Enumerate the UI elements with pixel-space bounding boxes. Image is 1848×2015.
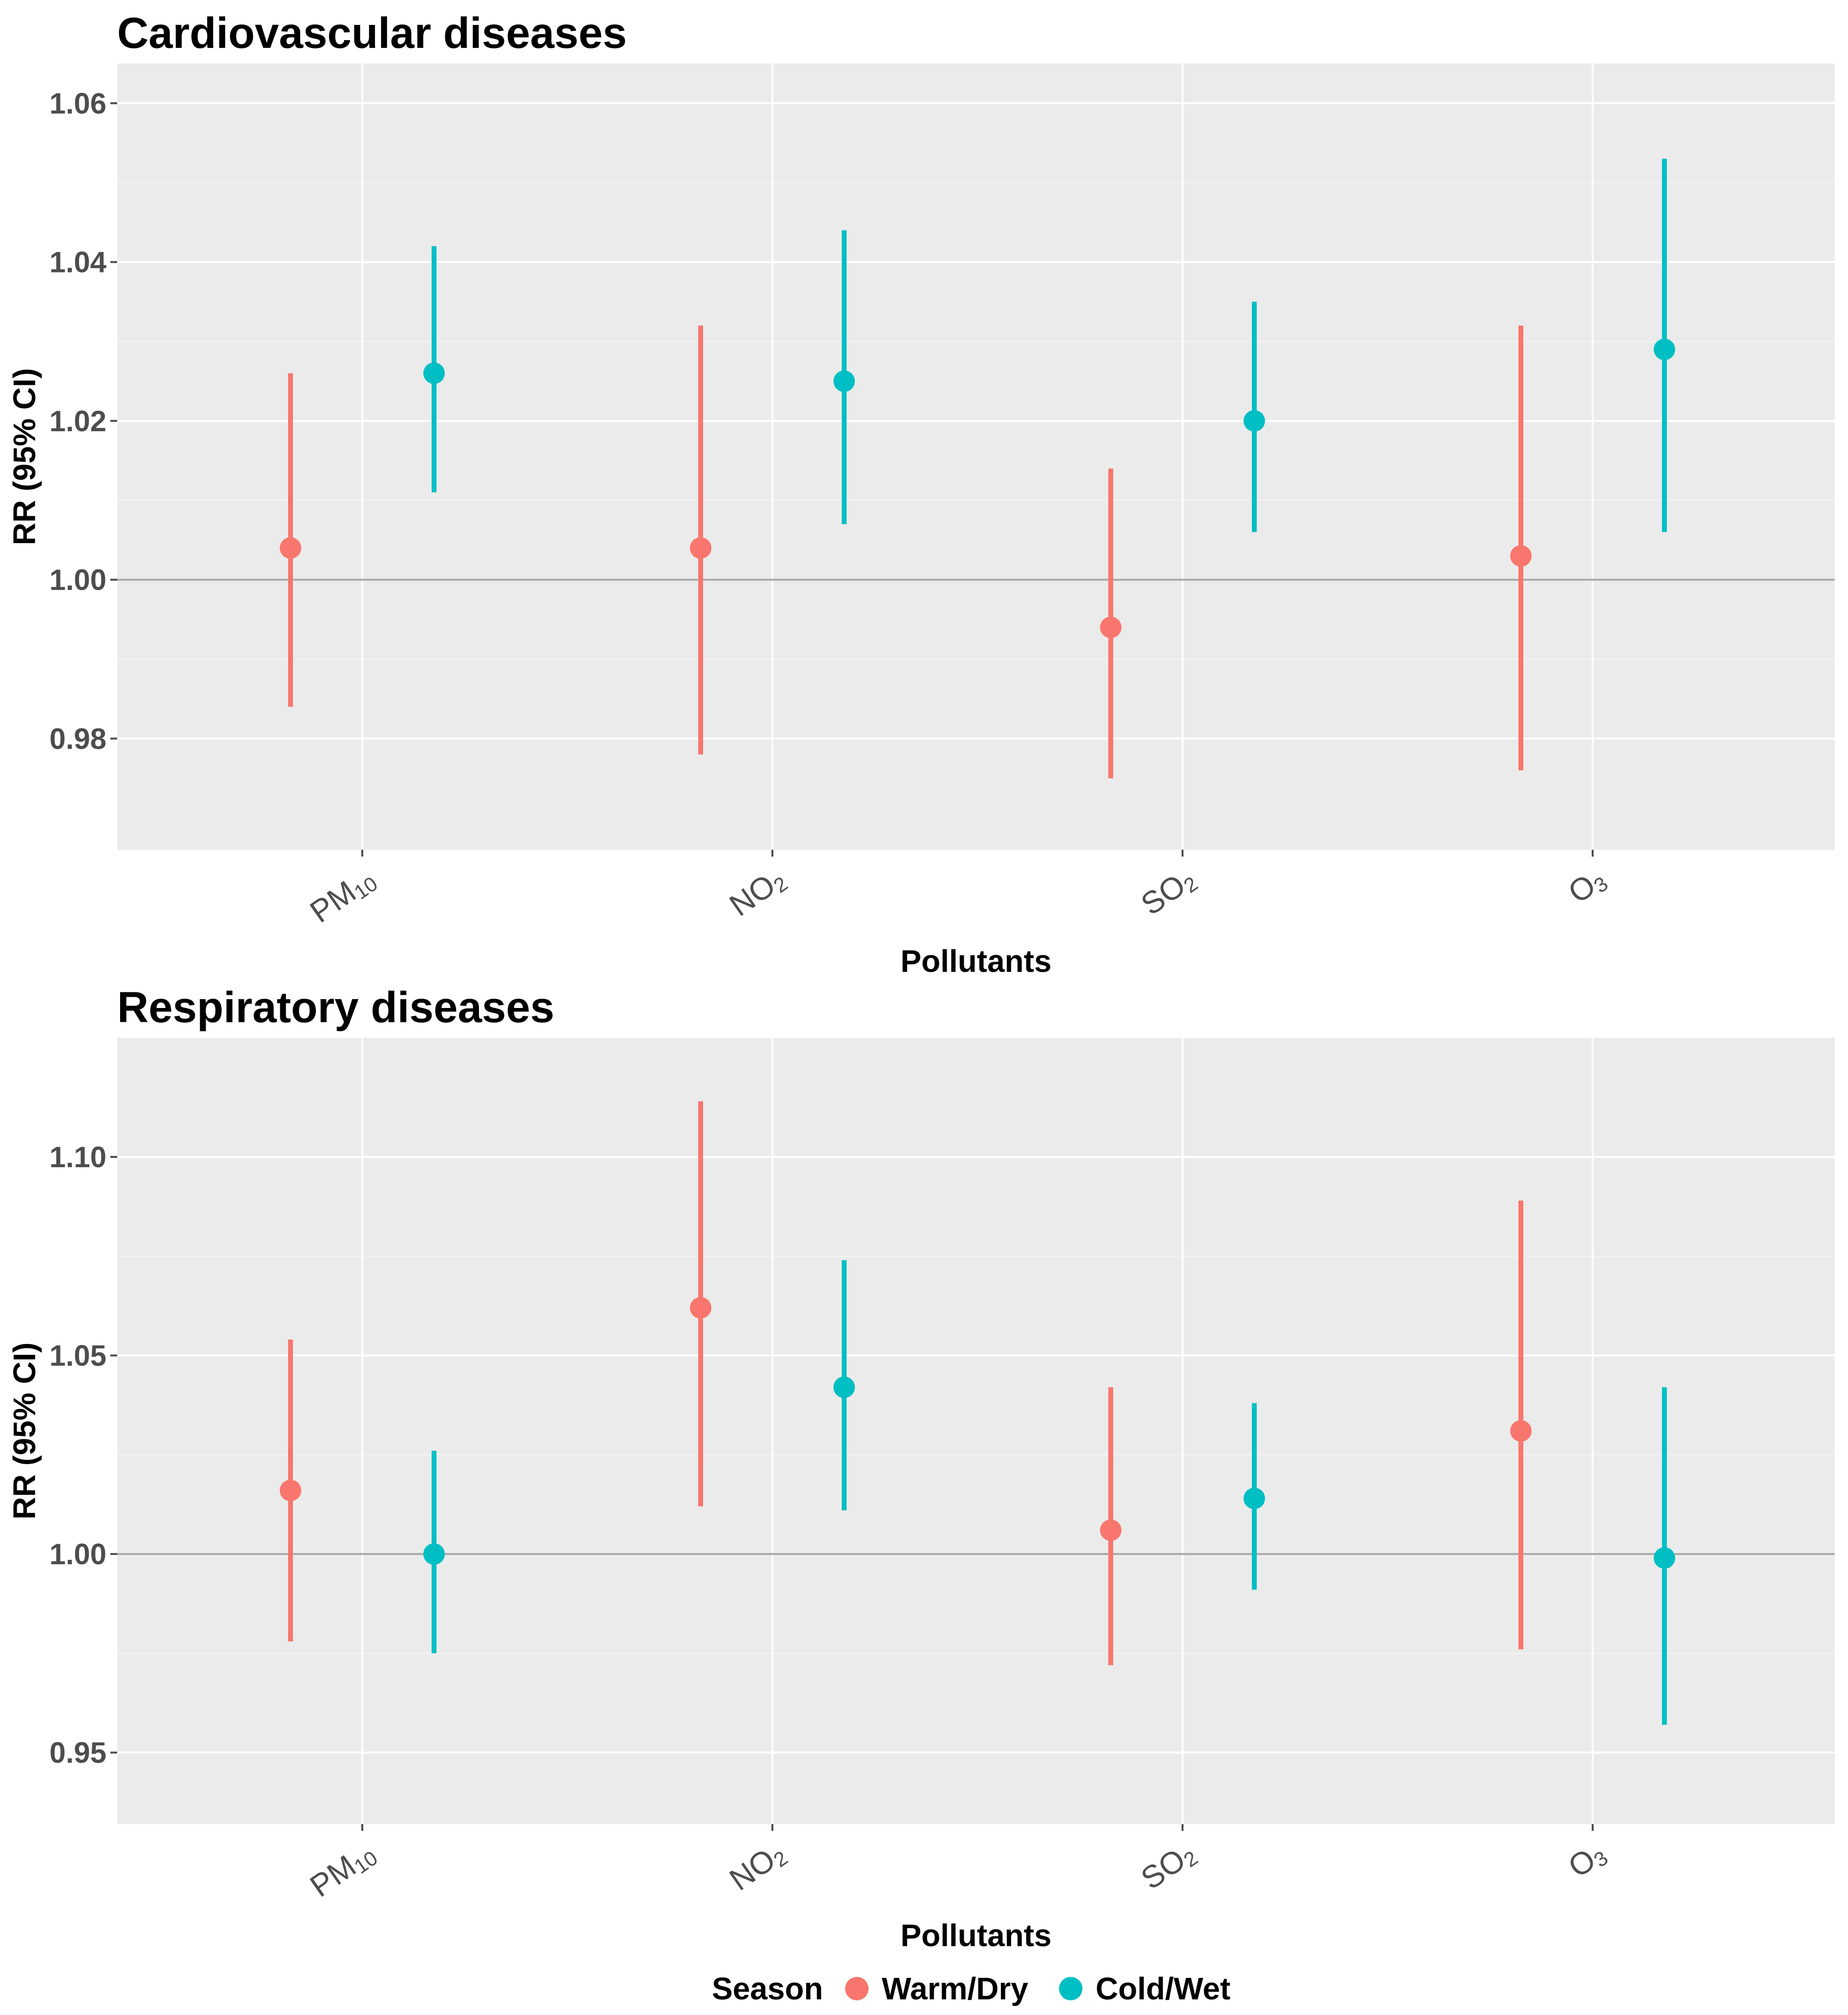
point-warm-dry xyxy=(1510,1420,1532,1442)
y-tick-label: 1.05 xyxy=(49,1340,106,1372)
point-cold-wet xyxy=(1654,338,1675,360)
y-tick-label: 0.95 xyxy=(49,1737,106,1769)
point-warm-dry xyxy=(690,537,711,559)
y-axis-title: RR (95% CI) xyxy=(7,1343,42,1520)
panel-title: Respiratory diseases xyxy=(117,983,554,1031)
plot-background xyxy=(117,63,1835,850)
x-tick-label: SO2 xyxy=(1135,861,1202,923)
y-axis-ticks: 0.95 1.00 1.05 1.10 xyxy=(49,1141,117,1769)
y-tick-label: 1.00 xyxy=(49,1538,106,1571)
x-axis-ticks: PM10 NO2 SO2 O3 xyxy=(304,1824,1612,1905)
x-tick-label: SO2 xyxy=(1135,1835,1202,1897)
x-tick-label: O3 xyxy=(1562,1835,1612,1885)
point-cold-wet xyxy=(1244,1488,1265,1510)
legend-title: Season xyxy=(712,1971,823,2006)
legend-label-warm-dry: Warm/Dry xyxy=(882,1971,1028,2006)
data-marks xyxy=(280,159,1675,778)
legend-label-cold-wet: Cold/Wet xyxy=(1096,1971,1230,2006)
y-axis-title: RR (95% CI) xyxy=(7,368,42,546)
y-tick-label: 1.00 xyxy=(49,564,106,596)
legend-key-warm-dry xyxy=(845,1977,869,2000)
x-axis-title: Pollutants xyxy=(900,1918,1051,1953)
x-axis-title: Pollutants xyxy=(900,944,1051,979)
point-cold-wet xyxy=(423,1543,445,1565)
respiratory-panel: Respiratory diseases 0.95 1.00 1.05 1.10 PM… xyxy=(7,983,1835,1953)
point-warm-dry xyxy=(690,1297,711,1319)
point-warm-dry xyxy=(280,1479,301,1501)
data-marks xyxy=(280,1101,1675,1725)
x-tick-label: PM10 xyxy=(304,1835,382,1905)
y-tick-label: 1.10 xyxy=(49,1141,106,1174)
point-cold-wet xyxy=(833,370,855,392)
x-axis-ticks: PM10 NO2 SO2 O3 xyxy=(304,850,1612,930)
x-tick-label: PM10 xyxy=(304,861,382,930)
legend: Season Warm/Dry Cold/Wet xyxy=(712,1971,1230,2006)
cardiovascular-panel: Cardiovascular diseases 0.98 1.00 1.02 1.04… xyxy=(7,8,1835,979)
point-cold-wet xyxy=(423,362,445,384)
point-cold-wet xyxy=(1654,1547,1675,1569)
panel-title: Cardiovascular diseases xyxy=(117,8,627,57)
point-cold-wet xyxy=(1244,410,1265,432)
point-warm-dry xyxy=(1100,1519,1121,1541)
y-tick-label: 0.98 xyxy=(49,722,106,755)
point-cold-wet xyxy=(833,1376,855,1398)
x-tick-label: O3 xyxy=(1562,861,1612,911)
x-tick-label: NO2 xyxy=(723,1835,792,1898)
point-warm-dry xyxy=(280,537,301,559)
legend-key-cold-wet xyxy=(1059,1977,1082,2000)
plot-background xyxy=(117,1038,1835,1824)
y-tick-label: 1.04 xyxy=(49,246,106,279)
x-tick-label: NO2 xyxy=(723,861,792,924)
y-tick-label: 1.06 xyxy=(49,87,106,120)
y-axis-ticks: 0.98 1.00 1.02 1.04 1.06 xyxy=(49,87,117,755)
point-warm-dry xyxy=(1510,545,1532,567)
y-tick-label: 1.02 xyxy=(49,405,106,438)
point-warm-dry xyxy=(1100,616,1121,638)
